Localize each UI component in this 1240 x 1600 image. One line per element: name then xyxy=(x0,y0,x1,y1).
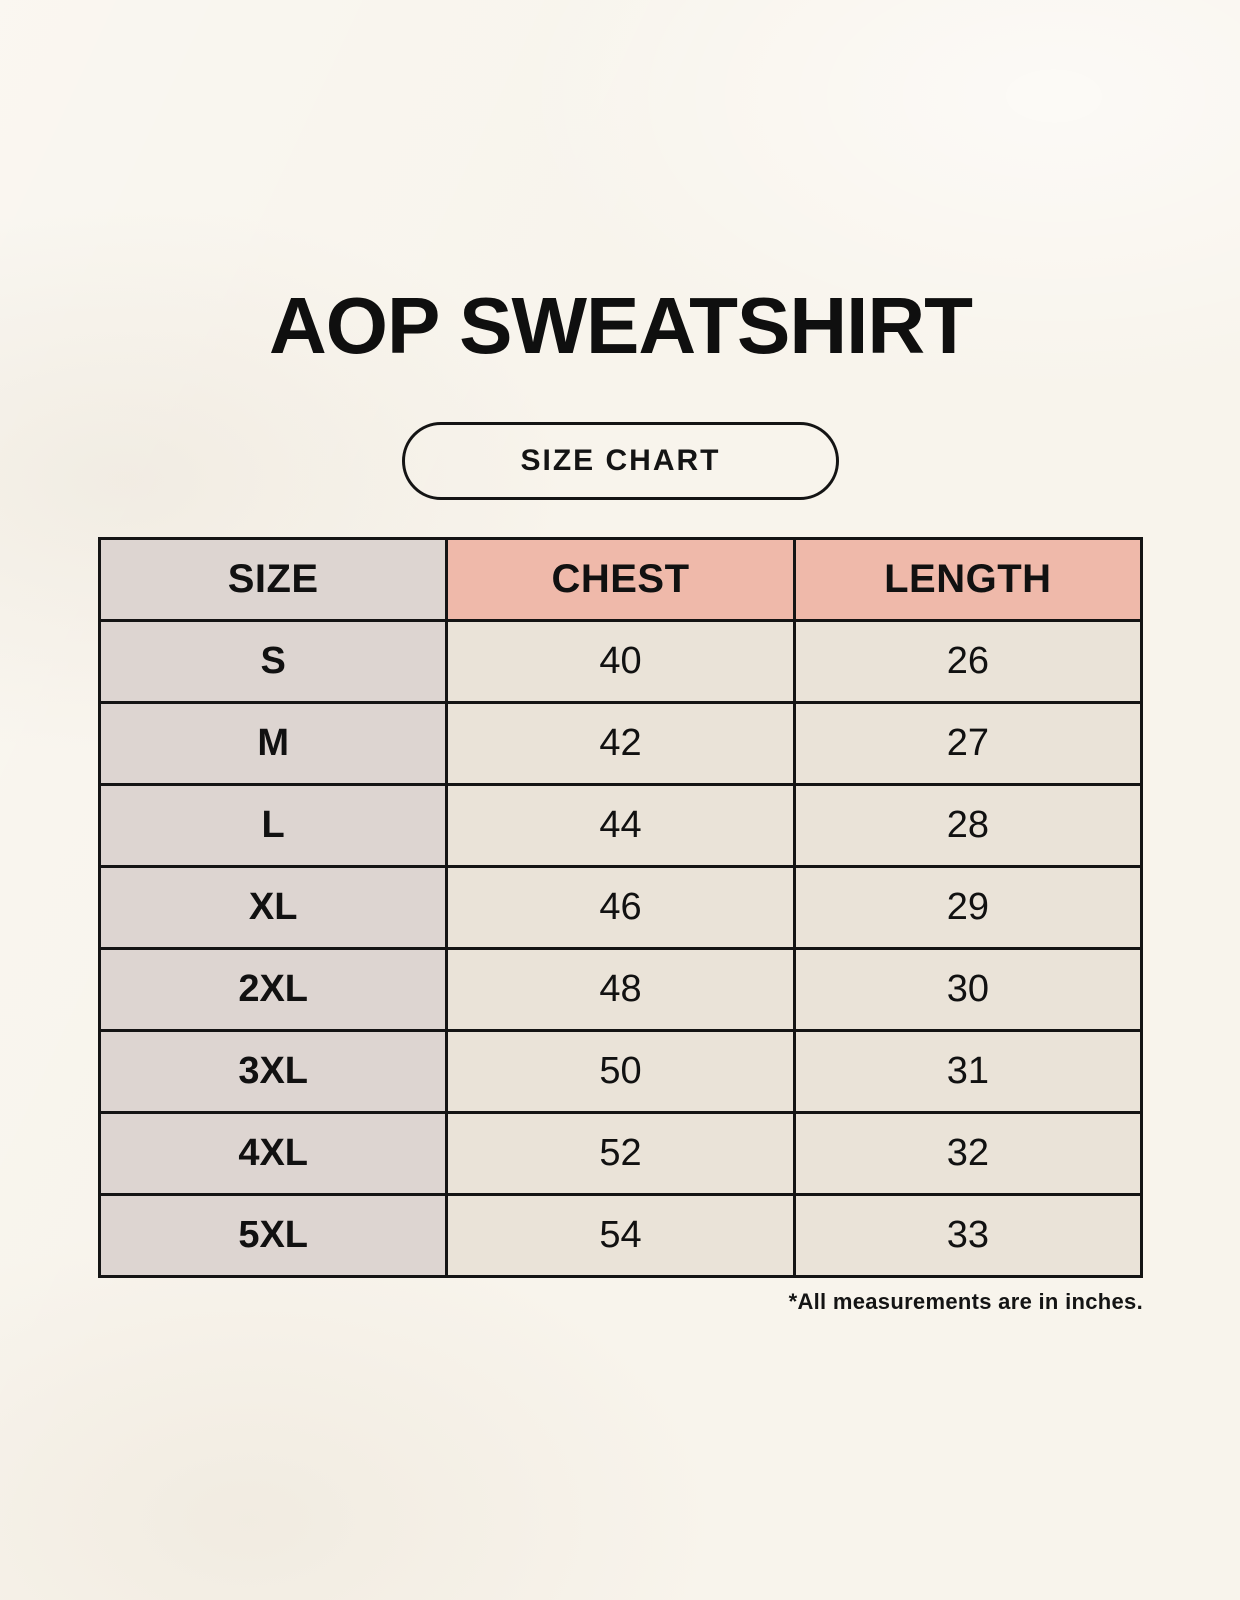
size-cell: 3XL xyxy=(97,1029,449,1114)
table-row-s: S 40 26 xyxy=(97,619,1144,704)
header-chest: CHEST xyxy=(445,537,796,622)
size-cell: M xyxy=(97,701,449,786)
table-body: S 40 26 M 42 27 L 44 28 XL 46 29 2XL 48 xyxy=(97,619,1144,1278)
table-row-xl: XL 46 29 xyxy=(97,865,1144,950)
length-cell: 27 xyxy=(792,701,1144,786)
length-cell: 26 xyxy=(792,619,1144,704)
chest-cell: 52 xyxy=(445,1111,796,1196)
page-title: AOP SWEATSHIRT xyxy=(268,281,973,370)
size-chart-table: SIZE CHEST LENGTH S 40 26 M 42 27 L 44 2… xyxy=(97,537,1144,1278)
chest-cell: 40 xyxy=(445,619,796,704)
size-cell: 2XL xyxy=(97,947,449,1032)
length-cell: 32 xyxy=(792,1111,1144,1196)
table-row-3xl: 3XL 50 31 xyxy=(97,1029,1144,1114)
size-chart-sheet: AOP SWEATSHIRT SIZE CHART SIZE CHEST LEN… xyxy=(97,0,1144,1315)
chest-cell: 42 xyxy=(445,701,796,786)
chest-cell: 44 xyxy=(445,783,796,868)
table-row-l: L 44 28 xyxy=(97,783,1144,868)
header-row: SIZE CHEST LENGTH xyxy=(97,537,1144,622)
measurements-footnote: *All measurements are in inches. xyxy=(788,1289,1143,1314)
size-cell: S xyxy=(97,619,449,704)
chest-cell: 48 xyxy=(445,947,796,1032)
table-row-4xl: 4XL 52 32 xyxy=(97,1111,1144,1196)
chest-cell: 54 xyxy=(445,1193,796,1278)
header-length: LENGTH xyxy=(792,537,1144,622)
length-cell: 31 xyxy=(792,1029,1144,1114)
size-cell: XL xyxy=(97,865,449,950)
length-cell: 28 xyxy=(792,783,1144,868)
table-row-m: M 42 27 xyxy=(97,701,1144,786)
length-cell: 33 xyxy=(792,1193,1144,1278)
length-cell: 29 xyxy=(792,865,1144,950)
header-size: SIZE xyxy=(97,537,449,622)
table-row-5xl: 5XL 54 33 xyxy=(97,1193,1144,1278)
size-cell: L xyxy=(97,783,449,868)
size-cell: 5XL xyxy=(97,1193,449,1278)
size-chart-badge: SIZE CHART xyxy=(402,422,839,500)
size-chart-badge-label: SIZE CHART xyxy=(520,444,721,477)
chest-cell: 50 xyxy=(445,1029,796,1114)
table-header: SIZE CHEST LENGTH xyxy=(97,537,1144,622)
size-cell: 4XL xyxy=(97,1111,449,1196)
table-row-2xl: 2XL 48 30 xyxy=(97,947,1144,1032)
chest-cell: 46 xyxy=(445,865,796,950)
length-cell: 30 xyxy=(792,947,1144,1032)
